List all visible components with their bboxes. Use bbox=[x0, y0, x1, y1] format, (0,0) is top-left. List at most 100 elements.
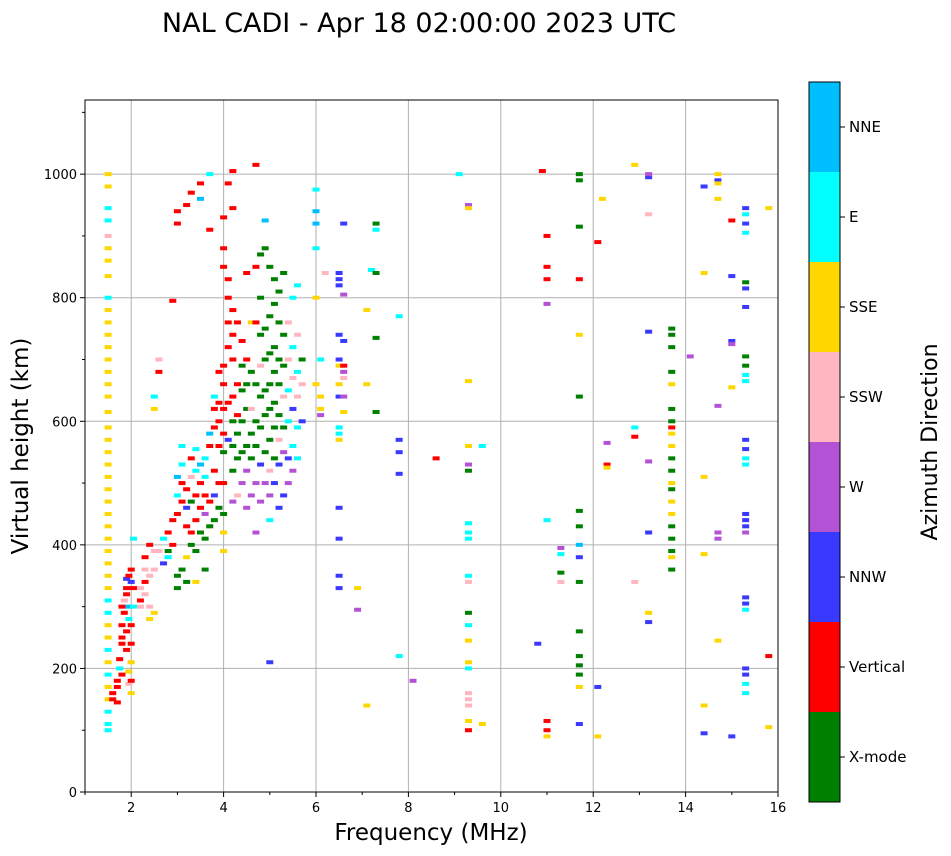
point-vertical bbox=[141, 579, 149, 584]
point-e bbox=[742, 372, 750, 377]
point-ssw bbox=[284, 320, 292, 325]
point-sse bbox=[335, 437, 343, 442]
colorbar-label: SSE bbox=[849, 298, 878, 316]
point-x-mode bbox=[742, 363, 750, 368]
point-vertical bbox=[229, 332, 237, 337]
point-nnw bbox=[742, 672, 750, 677]
point-e bbox=[130, 536, 138, 541]
point-x-mode bbox=[372, 410, 380, 415]
point-x-mode bbox=[575, 394, 583, 399]
point-x-mode bbox=[247, 431, 255, 436]
colorbar-swatch bbox=[809, 442, 840, 532]
point-x-mode bbox=[270, 400, 278, 405]
point-nnw bbox=[700, 731, 708, 736]
point-w bbox=[714, 530, 722, 535]
point-x-mode bbox=[668, 406, 676, 411]
plot-frame bbox=[84, 99, 779, 793]
point-sse bbox=[104, 573, 112, 578]
point-vertical bbox=[243, 271, 251, 275]
point-sse bbox=[598, 196, 606, 201]
point-vertical bbox=[215, 400, 223, 405]
point-vertical bbox=[169, 298, 177, 303]
point-sse bbox=[728, 385, 736, 390]
point-sse bbox=[127, 691, 135, 696]
point-nnw bbox=[594, 684, 602, 689]
point-vertical bbox=[233, 320, 241, 325]
point-x-mode bbox=[575, 654, 583, 659]
point-sse bbox=[183, 555, 191, 560]
point-sse bbox=[335, 382, 343, 387]
point-ssw bbox=[247, 406, 255, 411]
point-e bbox=[164, 555, 172, 560]
point-nnw bbox=[575, 555, 583, 560]
point-x-mode bbox=[238, 450, 246, 455]
point-x-mode bbox=[261, 326, 269, 331]
point-sse bbox=[127, 660, 135, 665]
point-w bbox=[340, 369, 348, 374]
point-ssw bbox=[146, 573, 154, 578]
point-e bbox=[116, 666, 124, 671]
point-vertical bbox=[146, 542, 154, 547]
point-nnw bbox=[335, 283, 343, 288]
point-x-mode bbox=[275, 320, 283, 325]
point-sse bbox=[668, 499, 676, 504]
point-e bbox=[289, 444, 297, 448]
point-nnw bbox=[728, 734, 736, 739]
point-nnw bbox=[270, 481, 278, 486]
point-e bbox=[206, 172, 214, 177]
point-vertical bbox=[220, 481, 228, 486]
point-vertical bbox=[233, 413, 241, 418]
point-e bbox=[289, 345, 297, 350]
point-vertical bbox=[233, 382, 241, 387]
point-ssw bbox=[340, 376, 348, 381]
point-ssw bbox=[294, 332, 302, 337]
point-vertical bbox=[123, 647, 131, 652]
point-nnw bbox=[340, 338, 348, 343]
point-w bbox=[252, 481, 260, 486]
point-w bbox=[289, 468, 297, 473]
point-x-mode bbox=[275, 382, 283, 387]
point-w bbox=[714, 536, 722, 541]
point-e bbox=[464, 530, 472, 535]
point-w bbox=[340, 394, 348, 399]
point-e bbox=[104, 722, 112, 727]
point-vertical bbox=[192, 493, 200, 498]
point-x-mode bbox=[210, 518, 218, 523]
point-sse bbox=[104, 437, 112, 442]
point-e bbox=[125, 617, 133, 621]
colorbar-swatch bbox=[809, 262, 840, 352]
point-nnw bbox=[340, 221, 348, 226]
point-vertical bbox=[229, 357, 237, 362]
point-sse bbox=[104, 561, 112, 566]
point-w bbox=[728, 342, 736, 347]
point-ssw bbox=[155, 549, 163, 554]
point-e bbox=[266, 518, 274, 523]
point-sse bbox=[631, 162, 639, 167]
point-e bbox=[631, 425, 639, 430]
point-vertical bbox=[220, 382, 228, 387]
point-nnw bbox=[298, 419, 306, 424]
point-vertical bbox=[169, 542, 177, 547]
point-sse bbox=[104, 474, 112, 479]
point-vertical bbox=[238, 338, 246, 343]
point-e bbox=[104, 647, 112, 652]
point-w bbox=[557, 545, 565, 550]
point-nne bbox=[261, 218, 269, 223]
point-e bbox=[395, 314, 403, 319]
point-x-mode bbox=[215, 505, 223, 510]
point-vertical bbox=[136, 598, 144, 603]
point-x-mode bbox=[187, 542, 195, 547]
point-x-mode bbox=[668, 345, 676, 350]
point-vertical bbox=[603, 462, 611, 467]
point-e bbox=[178, 444, 186, 448]
colorbar-swatch bbox=[809, 712, 840, 802]
point-nnw bbox=[742, 666, 750, 671]
point-e bbox=[367, 267, 375, 272]
point-vertical bbox=[109, 691, 117, 696]
point-vertical bbox=[432, 456, 440, 461]
point-e bbox=[210, 394, 218, 399]
point-nnw bbox=[289, 406, 297, 411]
point-nnw bbox=[224, 437, 232, 442]
point-nnw bbox=[257, 462, 265, 467]
